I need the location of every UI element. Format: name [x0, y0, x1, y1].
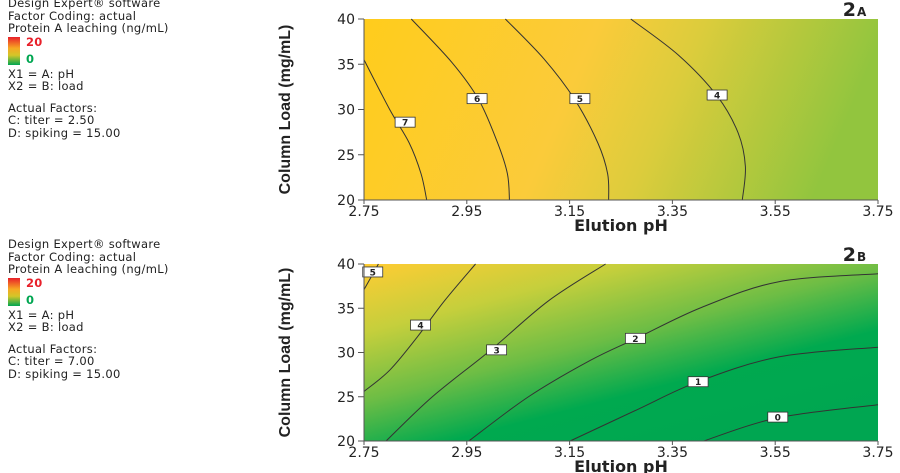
- panel-letter: A: [857, 5, 867, 19]
- y-tick-label: 40: [337, 12, 355, 28]
- contour-label-3: 3: [493, 346, 499, 356]
- color-scale-bar: [8, 36, 20, 65]
- contour-label-box: [624, 332, 646, 344]
- legend-actual-spiking: D: spiking = 15.00: [8, 125, 121, 140]
- x-tick-label: 3.15: [554, 445, 585, 461]
- y-tick-label: 40: [337, 257, 355, 273]
- heatmap-fill: [364, 19, 878, 200]
- x-tick-label: 3.35: [657, 204, 688, 220]
- contour-label-6: 6: [474, 95, 480, 105]
- legend-panel-a: Design Expert® software Factor Coding: a…: [8, 0, 169, 139]
- legend-actual-titer: C: titer = 2.50: [8, 113, 95, 127]
- x-tick-label: 3.55: [760, 445, 791, 461]
- legend-actual-title: Actual Factors:: [8, 100, 98, 115]
- contour-label-7: 7: [402, 119, 408, 129]
- y-axis-label: Column Load (mg/mL): [277, 268, 294, 438]
- legend-coding: Factor Coding: actual: [8, 249, 137, 264]
- contour-line-4: [630, 18, 746, 201]
- chart-panel-0: 7 6 5 4 2.75 2.95 3.15 3.35 3.55 3.75 20 25 30 35 40 El…: [277, 0, 894, 235]
- legend-response: Protein A leaching (ng/mL): [8, 21, 169, 35]
- contour-label-box: [569, 93, 591, 105]
- scale-max: 20: [26, 275, 43, 290]
- contour-label-5: 5: [577, 95, 583, 105]
- legend-coding: Factor Coding: actual: [8, 8, 137, 23]
- scale-min: 0: [26, 292, 35, 307]
- contour-label-1: 1: [695, 378, 701, 388]
- chart-panel-1: 5 4 3 2 1 0 2.75 2.95 3.15 3.35 3.55 3.75 20 25 30 35 40…: [277, 244, 894, 473]
- legend-actual-spiking: D: spiking = 15.00: [8, 366, 121, 381]
- y-tick-label: 30: [337, 103, 355, 119]
- contour-label-box: [394, 116, 416, 128]
- legend-factor-x1: X1 = A: pH: [8, 307, 75, 322]
- x-tick-label: 3.15: [554, 204, 585, 220]
- contour-label-box: [362, 266, 384, 278]
- heatmap-fill: [364, 264, 878, 441]
- contour-label-box: [410, 319, 431, 331]
- contour-label-5: 5: [370, 268, 376, 278]
- y-axis-label: Column Load (mg/mL): [277, 25, 294, 195]
- legend-response: Protein A leaching (ng/mL): [8, 262, 169, 276]
- x-tick-label: 3.35: [657, 445, 688, 461]
- legend-actual-title: Actual Factors:: [8, 341, 98, 356]
- y-tick-label: 25: [337, 148, 355, 164]
- x-tick-label: 2.95: [451, 445, 482, 461]
- contour-label-box: [767, 411, 789, 423]
- x-axis-label: Elution pH: [574, 216, 668, 235]
- panel-number: 2: [843, 244, 856, 266]
- contour-label-box: [706, 89, 728, 101]
- scale-max: 20: [26, 34, 43, 49]
- y-tick-label: 20: [337, 434, 355, 450]
- scale-min: 0: [26, 51, 35, 66]
- legend-actual-titer: C: titer = 7.00: [8, 354, 95, 368]
- legend-factor-x2: X2 = B: load: [8, 320, 84, 334]
- legend-factor-x1: X1 = A: pH: [8, 66, 75, 81]
- contour-label-box: [466, 93, 488, 105]
- color-scale-bar: [8, 277, 20, 306]
- legend-factor-x2: X2 = B: load: [8, 79, 84, 93]
- contour-line-7: [363, 59, 428, 201]
- x-tick-label: 3.75: [862, 204, 893, 220]
- contour-label-4: 4: [417, 322, 423, 332]
- color-scale: 20 0: [8, 275, 169, 307]
- x-tick-label: 3.75: [862, 445, 893, 461]
- y-tick-label: 25: [337, 390, 355, 406]
- x-tick-label: 3.55: [760, 204, 791, 220]
- legend-software: Design Expert® software: [8, 237, 161, 251]
- contour-label-0: 0: [775, 414, 781, 424]
- contour-label-box: [486, 344, 508, 356]
- contour-line-6: [410, 18, 510, 201]
- contour-label-2: 2: [632, 335, 638, 345]
- panel-letter: B: [857, 250, 866, 264]
- y-tick-label: 20: [337, 193, 355, 209]
- x-tick-label: 2.95: [451, 204, 482, 220]
- contour-label-4: 4: [714, 92, 720, 102]
- contour-line-4: [363, 263, 476, 392]
- x-axis-label: Elution pH: [574, 457, 668, 473]
- legend-panel-b: Design Expert® software Factor Coding: a…: [8, 238, 169, 380]
- contour-label-box: [687, 376, 709, 388]
- contour-line-5: [504, 18, 610, 201]
- y-tick-label: 35: [337, 57, 355, 73]
- color-scale: 20 0: [8, 34, 169, 66]
- x-tick-label: 2.75: [348, 204, 379, 220]
- y-tick-label: 35: [337, 301, 355, 317]
- panel-number: 2: [843, 0, 856, 21]
- x-tick-label: 2.75: [348, 445, 379, 461]
- legend-software: Design Expert® software: [8, 0, 161, 10]
- y-tick-label: 30: [337, 346, 355, 362]
